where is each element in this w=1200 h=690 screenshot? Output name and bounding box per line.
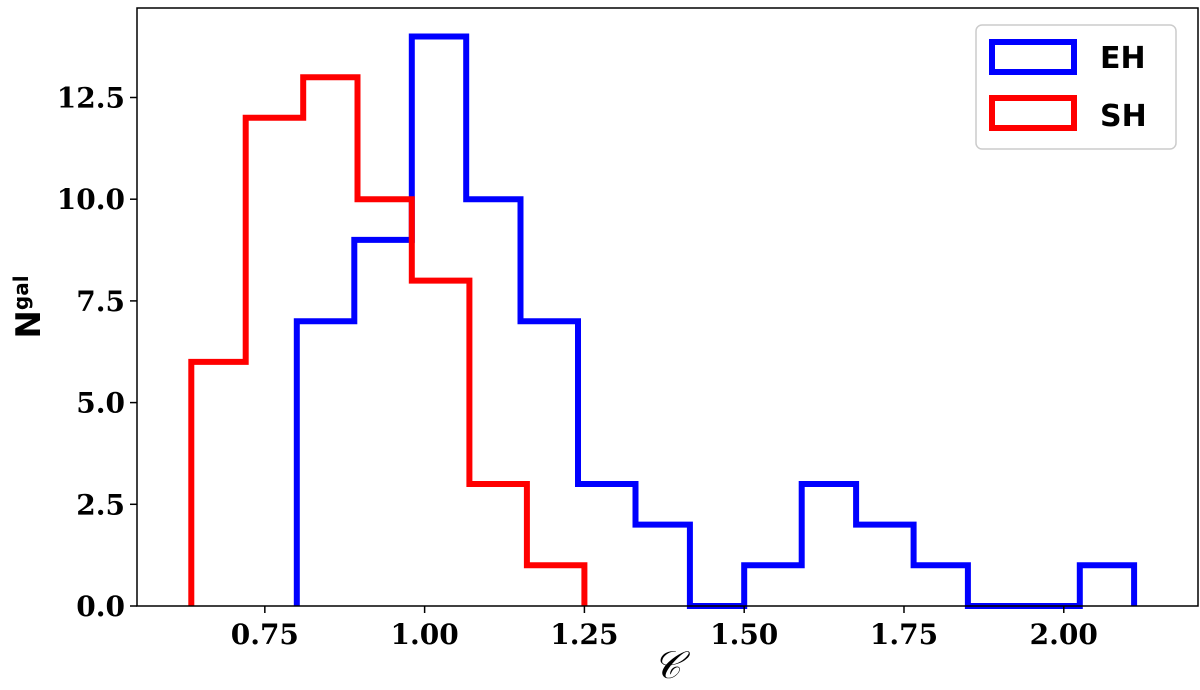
legend: EH SH bbox=[975, 24, 1177, 150]
y-tick-label: 7.5 bbox=[76, 285, 125, 318]
x-tick-label: 1.00 bbox=[391, 618, 459, 651]
x-tick-label: 0.75 bbox=[231, 618, 299, 651]
x-ticks: 0.75 1.00 1.25 1.50 1.75 2.00 bbox=[231, 606, 1098, 651]
legend-label-sh: SH bbox=[1100, 99, 1147, 134]
x-tick-label: 1.25 bbox=[550, 618, 618, 651]
legend-label-eh: EH bbox=[1100, 41, 1146, 76]
legend-swatch-eh bbox=[989, 39, 1077, 75]
y-tick-label: 0.0 bbox=[76, 590, 125, 623]
y-tick-label: 10.0 bbox=[57, 183, 125, 216]
legend-box bbox=[975, 24, 1177, 150]
y-ticks: 0.0 2.5 5.0 7.5 10.0 12.5 bbox=[57, 81, 137, 623]
y-tick-label: 2.5 bbox=[76, 488, 125, 521]
x-tick-label: 2.00 bbox=[1030, 618, 1098, 651]
plot-frame bbox=[136, 7, 1199, 607]
y-tick-label: 12.5 bbox=[57, 81, 125, 114]
histogram-series-sh bbox=[188, 74, 588, 606]
y-axis-label-subscript: gal bbox=[9, 275, 33, 310]
x-tick-label: 1.50 bbox=[710, 618, 778, 651]
y-axis-label-main: N bbox=[9, 310, 49, 338]
y-tick-label: 5.0 bbox=[76, 387, 125, 420]
x-tick-label: 1.75 bbox=[870, 618, 938, 651]
legend-swatch-sh bbox=[989, 95, 1077, 131]
x-axis-label: 𝒞 bbox=[653, 643, 690, 687]
y-axis-label: Ngal bbox=[9, 275, 49, 338]
